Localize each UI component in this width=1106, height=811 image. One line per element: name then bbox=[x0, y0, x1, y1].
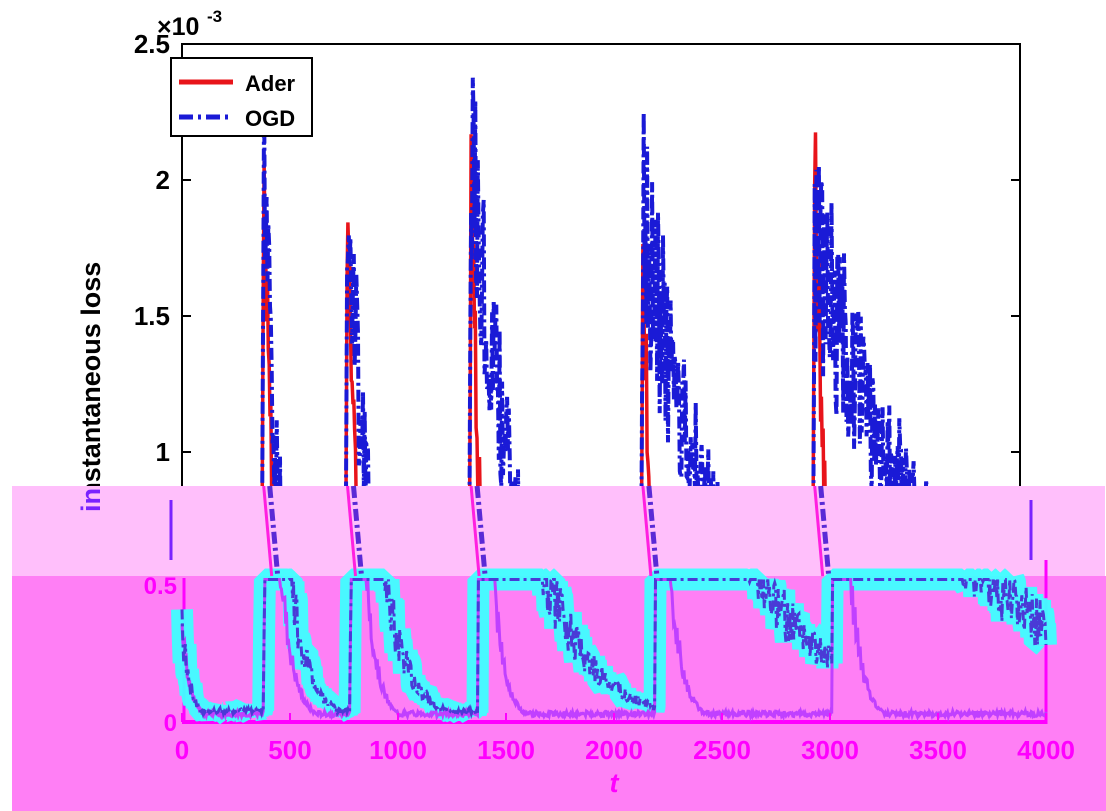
y-tick-label: 1.5 bbox=[134, 301, 170, 331]
x-tick-label: 500 bbox=[268, 735, 311, 765]
x-tick-label: 1000 bbox=[369, 735, 427, 765]
band-spike-streak bbox=[267, 485, 281, 577]
legend: Ader OGD bbox=[170, 57, 313, 137]
band-spike-streak bbox=[262, 485, 274, 577]
x-tick-label: 0 bbox=[175, 735, 189, 765]
band-spike-streak bbox=[474, 485, 488, 577]
x-tick-label: 4000 bbox=[1017, 735, 1075, 765]
band-y-tick-label: 0.5 bbox=[144, 573, 177, 600]
x-tick-label: 2000 bbox=[585, 735, 643, 765]
x-axis-label: t bbox=[610, 768, 620, 798]
y-tick-group: 1 1.5 2 2.5 bbox=[134, 29, 1020, 467]
y-exponent-base: ×10 bbox=[157, 13, 199, 41]
y-axis-label-fragment: in bbox=[76, 488, 106, 512]
band-series-line-ogd bbox=[180, 574, 1048, 720]
band-y-tick-group: 00.5 bbox=[144, 573, 177, 737]
y-tick-label: 1 bbox=[156, 437, 170, 467]
y-exponent-power: -3 bbox=[207, 7, 222, 26]
band-light bbox=[12, 486, 1106, 576]
legend-box bbox=[170, 57, 313, 137]
band-spike-streak bbox=[351, 485, 364, 577]
band-spike-streak bbox=[641, 485, 653, 577]
x-tick-label: 2500 bbox=[693, 735, 751, 765]
y-tick-label: 2 bbox=[156, 165, 170, 195]
y-exponent: ×10 -3 bbox=[157, 7, 222, 41]
x-tick-label: 3000 bbox=[801, 735, 859, 765]
band-y-tick-label: 0 bbox=[164, 710, 177, 737]
band-spike-streak bbox=[818, 485, 832, 577]
band-spike-streak bbox=[813, 485, 825, 577]
legend-label-ogd: OGD bbox=[245, 106, 295, 131]
band-spike-streak bbox=[469, 485, 481, 577]
x-tick-label: 1500 bbox=[477, 735, 535, 765]
band-spike-streak bbox=[346, 485, 357, 577]
x-tick-group: 0 500 1000 1500 2000 2500 3000 3500 4000 bbox=[175, 713, 1075, 765]
legend-label-ader: Ader bbox=[245, 71, 296, 96]
axes-box bbox=[181, 43, 1021, 486]
y-tick-label: 2.5 bbox=[134, 29, 170, 59]
x-tick-label: 3500 bbox=[909, 735, 967, 765]
upper-chart-region: 1 1.5 2 2.5 instantaneous loss ×10 -3 Ader … bbox=[76, 7, 1021, 507]
band-spike-streak bbox=[646, 485, 660, 577]
y-axis-label: instantaneous loss bbox=[76, 262, 106, 507]
lower-band-region: 00.5 0 500 1000 1500 2000 2500 3000 3500 4000 in… bbox=[12, 485, 1106, 811]
